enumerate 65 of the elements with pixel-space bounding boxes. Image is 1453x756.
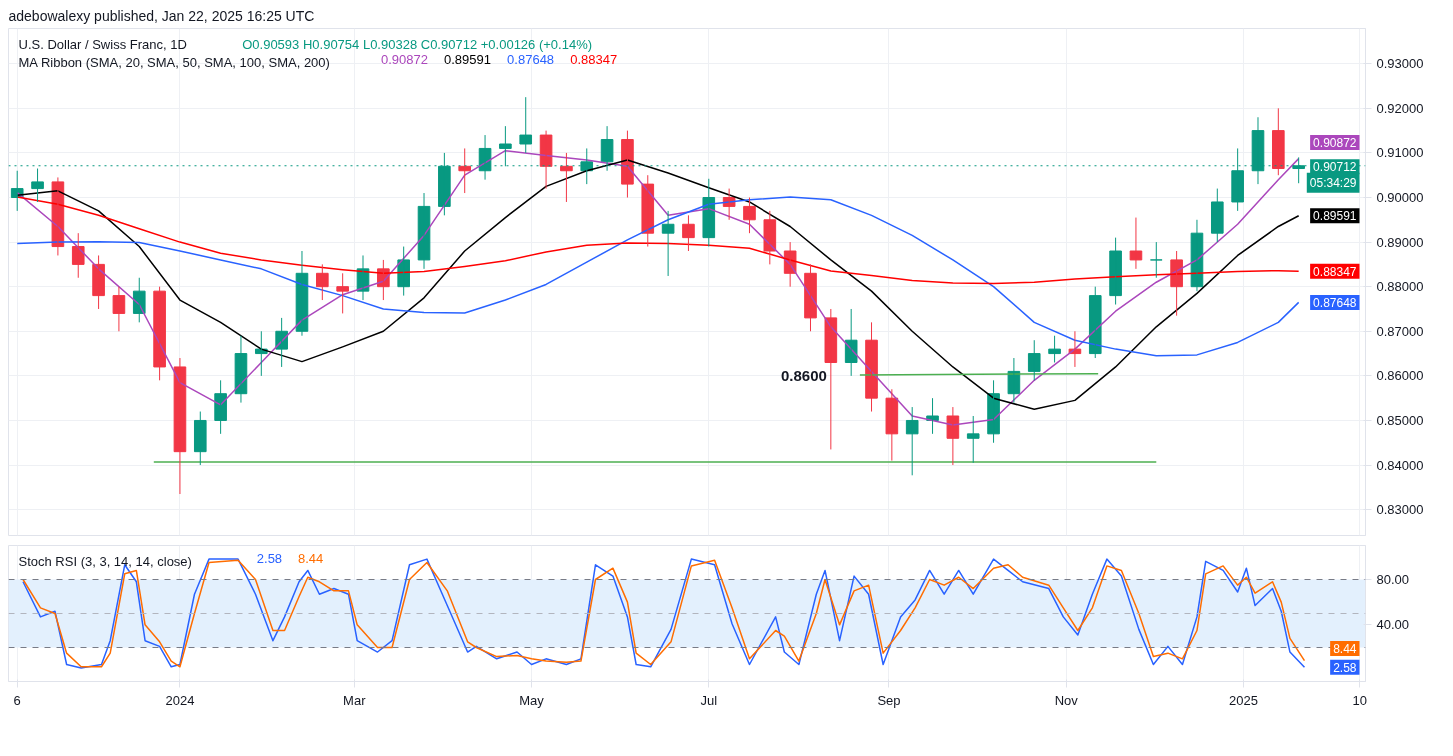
candlestick bbox=[1048, 335, 1061, 363]
annotation: 0.8600 bbox=[780, 366, 827, 384]
candlestick bbox=[316, 263, 329, 301]
y-tick-label: 0.89000 bbox=[1376, 234, 1424, 250]
annotation: 8.44 bbox=[298, 550, 324, 566]
x-tick-label: Jul bbox=[700, 692, 718, 708]
candlestick bbox=[743, 197, 756, 234]
x-tick-label: Sep bbox=[877, 692, 901, 708]
candlestick bbox=[1027, 339, 1041, 381]
text: 0.87648 bbox=[1313, 295, 1357, 310]
candlestick bbox=[519, 96, 533, 154]
y-tick-label: 0.92000 bbox=[1376, 100, 1424, 116]
text: MA Ribbon (SMA, 20, SMA, 50, SMA, 100, SMA, 200) bbox=[18, 54, 330, 70]
y-tick-label: 0.93000 bbox=[1376, 56, 1424, 72]
y-tick-label: 0.88000 bbox=[1376, 279, 1424, 295]
x-tick-label: 2025 bbox=[1229, 692, 1258, 708]
text: 2.58 bbox=[1333, 660, 1357, 675]
annotation: 0.89591 bbox=[444, 51, 491, 67]
candlestick bbox=[1109, 237, 1122, 306]
line-series bbox=[16, 196, 1300, 357]
annotation: 0.87648 bbox=[507, 51, 555, 67]
y-tick-label: 0.85000 bbox=[1376, 412, 1424, 428]
annotation: 0.90712 bbox=[1313, 160, 1357, 175]
text: 8.44 bbox=[1333, 642, 1357, 657]
x-tick-label: 10 bbox=[1352, 692, 1367, 708]
candlestick bbox=[804, 263, 817, 332]
y-tick-label: 0.84000 bbox=[1376, 457, 1424, 473]
candlestick bbox=[905, 406, 919, 476]
x-tick-label: 2024 bbox=[165, 692, 195, 708]
text: 0.89591 bbox=[1313, 209, 1357, 224]
y-tick-label: 0.83000 bbox=[1376, 502, 1424, 518]
candlestick bbox=[682, 214, 695, 252]
x-tick-label: 6 bbox=[13, 692, 21, 708]
annotation: 2.58 bbox=[256, 550, 283, 566]
candlestick bbox=[193, 411, 207, 466]
candlestick bbox=[641, 174, 655, 248]
text: U.S. Dollar / Swiss Franc, 1D bbox=[18, 36, 187, 52]
y-tick-label: 80.00 bbox=[1376, 572, 1410, 587]
y-tick-label: 0.90000 bbox=[1376, 190, 1424, 205]
candlestick bbox=[1272, 107, 1285, 176]
y-tick-label: 0.87000 bbox=[1376, 323, 1424, 339]
candlestick bbox=[153, 286, 166, 381]
text: 0.88347 bbox=[1313, 264, 1357, 279]
candlestick bbox=[1149, 241, 1163, 279]
candlestick bbox=[763, 210, 777, 265]
y-tick-label: 0.91000 bbox=[1376, 145, 1424, 161]
annotation: 0.88347 bbox=[570, 51, 618, 67]
y-tick-label: 0.86000 bbox=[1376, 368, 1424, 384]
annotation: O0.90593 H0.90754 L0.90328 C0.90712 +0.00126 (+0.14%) bbox=[242, 36, 593, 52]
candlestick bbox=[1210, 188, 1224, 243]
x-tick-label: May bbox=[519, 692, 545, 708]
text: adebowalexy published, Jan 22, 2025 16:25 UTC bbox=[8, 7, 315, 24]
x-tick-label: Nov bbox=[1054, 692, 1079, 708]
candlestick bbox=[214, 379, 227, 435]
candlestick bbox=[71, 232, 85, 279]
candlestick bbox=[966, 415, 980, 464]
x-tick-label: Mar bbox=[343, 692, 367, 708]
candlestick bbox=[1129, 217, 1143, 270]
y-tick-label: 40.00 bbox=[1376, 617, 1410, 633]
annotation: 0.90872 bbox=[380, 51, 428, 67]
text: Stoch RSI (3, 3, 14, 14, close) bbox=[18, 553, 192, 569]
text: 0.90872 bbox=[1313, 136, 1357, 151]
annotation: 05:34:29 bbox=[1309, 175, 1357, 190]
candlestick bbox=[31, 168, 44, 203]
candlestick bbox=[336, 272, 349, 314]
